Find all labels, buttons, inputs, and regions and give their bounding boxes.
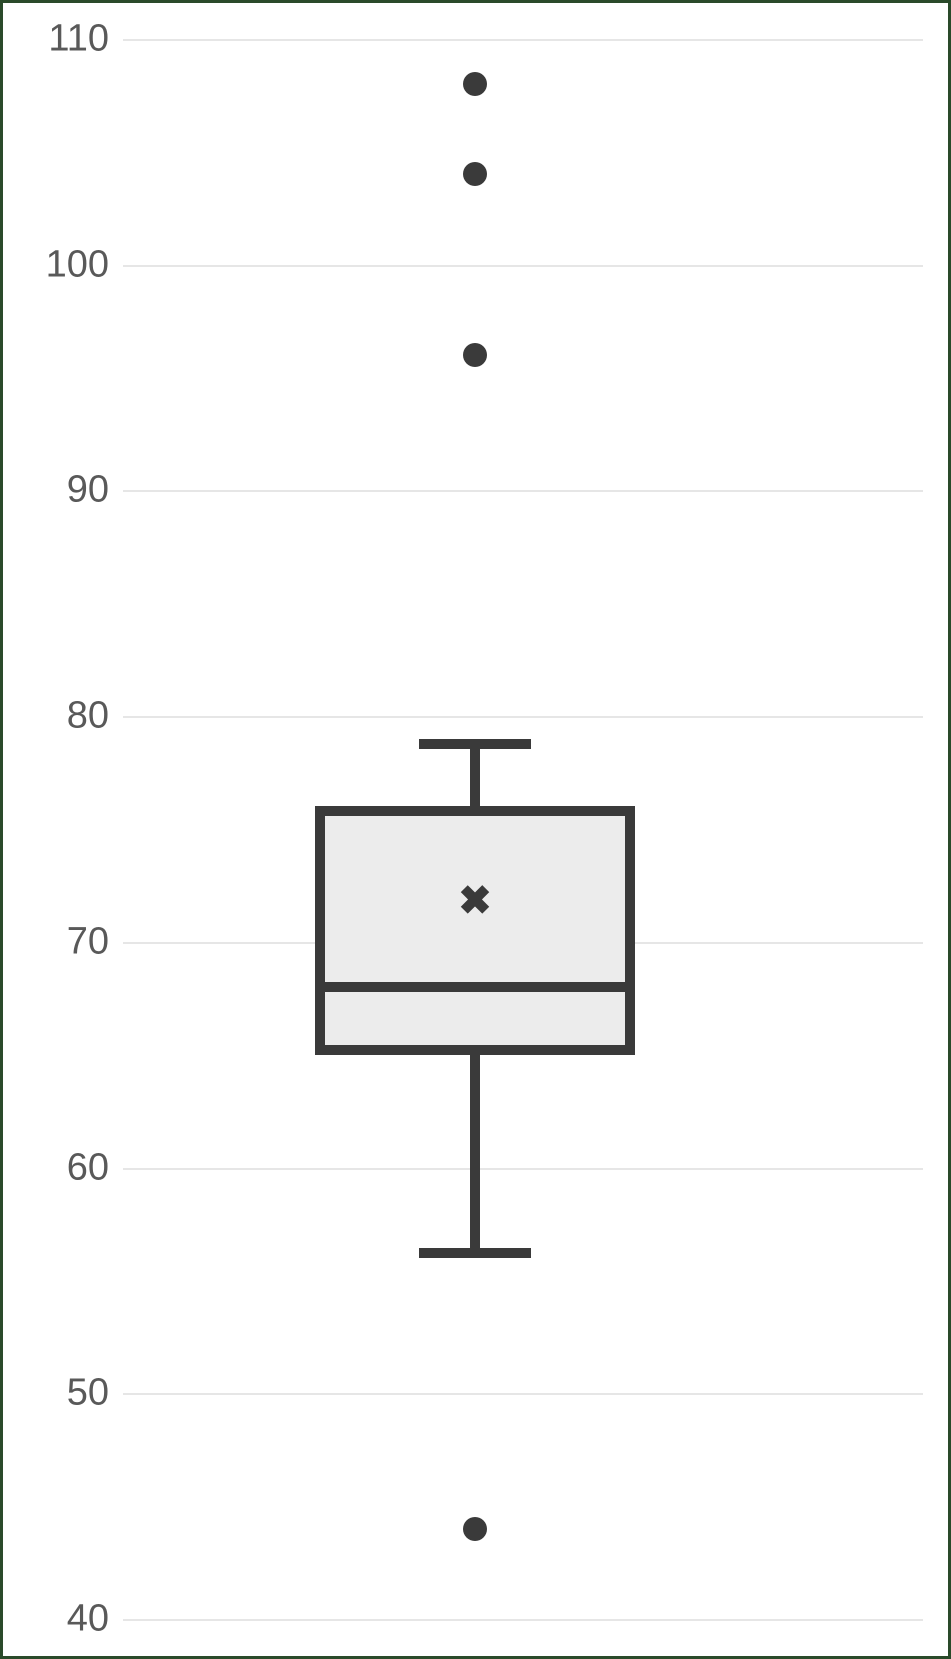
whisker-lower [470,1055,480,1258]
chart-frame: 40 50 60 70 80 90 100 110 ✖ [0,0,951,1659]
plot-area: 405060708090100110✖ [123,39,923,1619]
median-line [325,982,625,992]
ytick-label: 80 [67,695,123,738]
gridline [123,1393,923,1395]
gridline [123,39,923,41]
gridline [123,1168,923,1170]
ytick-label: 110 [48,18,123,61]
outlier-point [463,162,487,186]
gridline [123,716,923,718]
gridline [123,490,923,492]
outlier-point [463,72,487,96]
ytick-label: 50 [67,1372,123,1415]
ytick-label: 40 [67,1598,123,1641]
outlier-point [463,343,487,367]
whisker-cap-upper [419,739,531,749]
ytick-label: 60 [67,1146,123,1189]
box [315,806,635,1054]
whisker-upper [470,739,480,807]
outlier-point [463,1517,487,1541]
ytick-label: 90 [67,469,123,512]
whisker-cap-lower [419,1248,531,1258]
ytick-label: 100 [46,243,123,286]
ytick-label: 70 [67,920,123,963]
gridline [123,265,923,267]
mean-marker: ✖ [458,881,492,921]
gridline [123,1619,923,1621]
